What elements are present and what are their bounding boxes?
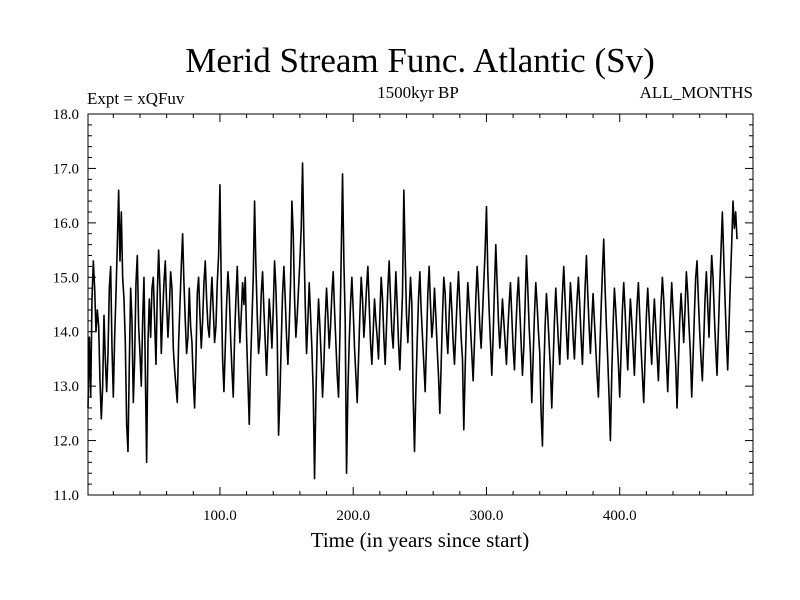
y-tick-label: 14.0	[53, 325, 79, 341]
y-tick-label: 17.0	[53, 161, 79, 177]
season-label: ALL_MONTHS	[640, 83, 753, 102]
x-tick-label: 300.0	[470, 508, 504, 524]
x-axis-label: Time (in years since start)	[311, 528, 530, 552]
y-tick-label: 13.0	[53, 379, 79, 395]
y-tick-label: 12.0	[53, 434, 79, 450]
y-axis: 11.0 12.0 13.0 14.0 15.0 16.0 17.0 18.0	[53, 107, 753, 504]
plot-frame	[87, 113, 754, 496]
period-label: 1500kyr BP	[377, 83, 459, 102]
y-tick-label: 18.0	[53, 107, 79, 123]
y-tick-label: 16.0	[53, 216, 79, 232]
experiment-label: Expt = xQFuv	[87, 89, 185, 108]
series-layer	[87, 162, 738, 480]
x-tick-label: 400.0	[603, 508, 637, 524]
x-tick-label: 200.0	[336, 508, 370, 524]
plot-area: 100.0 200.0 300.0 400.0 11.0 12.0 13.0 14.0 15.…	[53, 107, 754, 524]
series-line-amoc	[87, 162, 738, 480]
chart-title: Merid Stream Func. Atlantic (Sv)	[185, 41, 655, 80]
x-tick-label: 100.0	[203, 508, 237, 524]
x-axis: 100.0 200.0 300.0 400.0	[112, 114, 727, 524]
y-tick-label: 15.0	[53, 270, 79, 286]
y-tick-label: 11.0	[53, 488, 79, 504]
